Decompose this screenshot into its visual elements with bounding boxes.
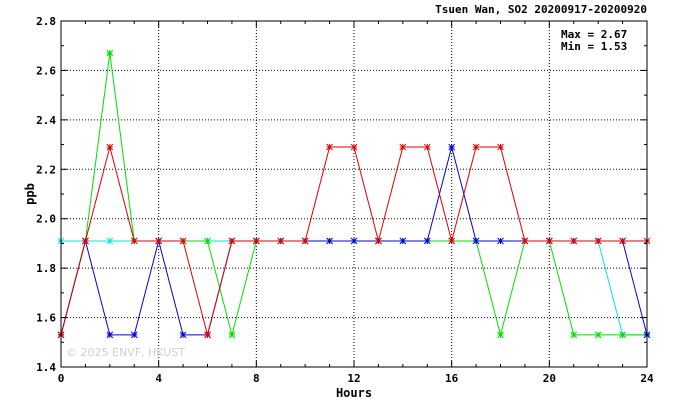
data-point [82,237,89,245]
series-group [57,49,651,339]
chart-title: Tsuen Wan, SO2 20200917-20200920 [435,3,647,16]
ticks: 0 4 8 12 16 20 24 1.4 1.6 1.8 2.0 2.2 2.4 2.6 2.8 [36,15,654,385]
data-point [497,331,504,339]
series-line [60,53,647,337]
data-point [228,237,236,245]
x-tick-label: 16 [445,372,459,385]
data-point [106,331,114,339]
data-point [619,237,626,245]
data-point [472,143,480,151]
min-label: Min = 1.53 [561,40,627,53]
data-point [472,237,480,245]
series-4 [57,143,651,339]
data-point [130,237,138,245]
data-point [570,237,578,245]
grid [61,21,647,367]
y-axis-title: ppb [23,183,37,205]
data-point [448,237,456,245]
data-point [545,237,553,245]
data-point [106,49,114,57]
y-tick-label: 1.4 [36,361,56,374]
data-point [350,143,358,151]
data-point [204,237,211,245]
data-point [252,237,260,245]
data-point [497,143,504,151]
x-axis-title: Hours [336,386,372,400]
y-tick-label: 1.6 [36,312,56,325]
x-tick-label: 8 [253,372,260,385]
data-point [155,237,163,245]
data-point [521,237,529,245]
x-tick-label: 0 [58,372,65,385]
data-point [179,237,187,245]
data-point [326,143,333,151]
data-point [106,237,114,245]
data-point [570,331,578,339]
y-tick-label: 2.2 [36,163,56,176]
data-point [423,237,431,245]
max-label: Max = 2.67 [561,28,627,41]
y-tick-label: 2.6 [36,64,56,77]
data-point [497,237,504,245]
data-point [106,143,114,151]
y-tick-label: 1.8 [36,262,56,275]
data-point [277,237,285,245]
data-point [423,143,431,151]
x-tick-label: 4 [155,372,162,385]
data-point [228,331,236,339]
y-tick-label: 2.0 [36,213,56,226]
data-point [326,237,333,245]
data-point [350,237,358,245]
y-tick-label: 2.4 [36,114,56,127]
x-tick-label: 24 [640,372,654,385]
data-point [204,331,211,339]
x-tick-label: 12 [347,372,360,385]
y-tick-label: 2.8 [36,15,56,28]
data-point [301,237,309,245]
data-point [448,143,456,151]
data-point [375,237,382,245]
data-point [619,331,626,339]
data-point [399,143,407,151]
data-point [594,237,602,245]
data-point [399,237,407,245]
data-point [179,331,187,339]
watermark: © 2025 ENVF, HKUST [66,346,185,359]
data-point [594,331,602,339]
data-point [130,331,138,339]
x-tick-label: 20 [543,372,556,385]
